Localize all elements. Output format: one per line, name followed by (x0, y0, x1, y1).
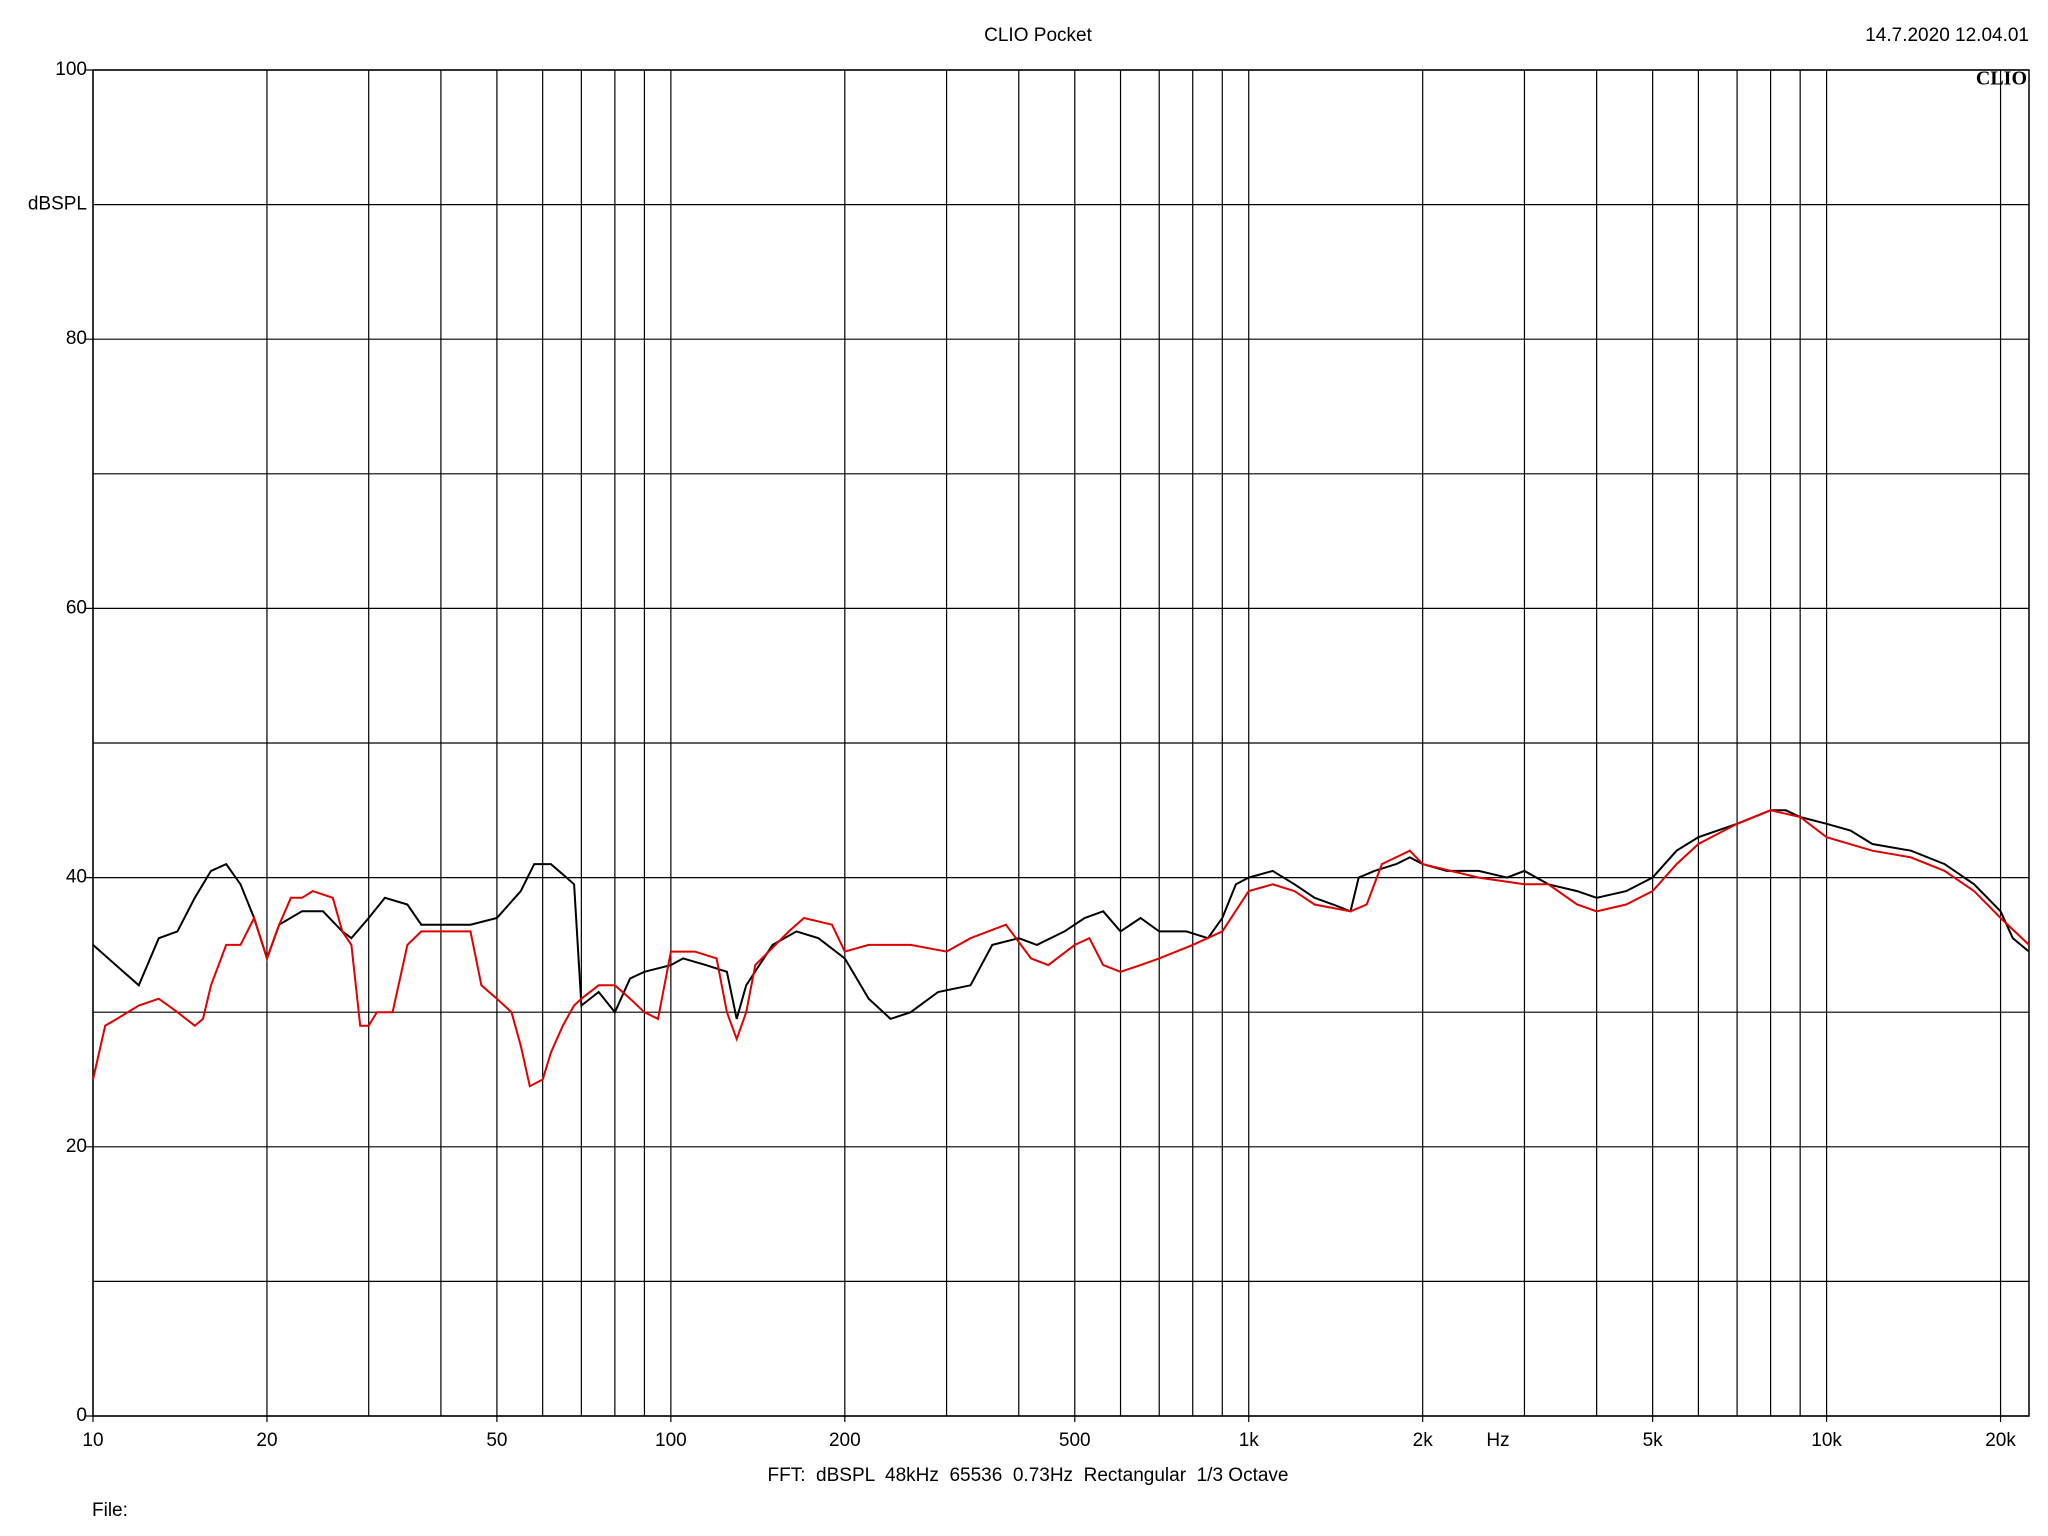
y-axis-label: dBSPL (28, 194, 87, 215)
x-tick-label: 2k (1413, 1430, 1434, 1451)
x-tick-label: 10k (1811, 1430, 1842, 1451)
y-tick-label: 80 (66, 328, 87, 349)
y-tick-label: 20 (66, 1136, 87, 1157)
x-tick-label: 200 (829, 1430, 861, 1451)
timestamp: 14.7.2020 12.04.01 (1865, 25, 2029, 46)
chart-title: CLIO Pocket (984, 25, 1092, 46)
plot-frame (92, 69, 2030, 1417)
y-tick-label: 40 (66, 867, 87, 888)
file-label: File: (92, 1500, 128, 1521)
x-tick-label: 1k (1239, 1430, 1260, 1451)
y-tick-label: 0 (76, 1405, 87, 1426)
x-tick-label: 50 (486, 1430, 507, 1451)
series-line (92, 809, 2030, 1088)
x-tick-label: 20 (256, 1430, 277, 1451)
x-tick-label: 10 (82, 1430, 103, 1451)
y-tick-label: 60 (66, 597, 87, 618)
x-tick-label: 100 (655, 1430, 687, 1451)
x-tick-label: 500 (1059, 1430, 1091, 1451)
x-tick-label: 5k (1643, 1430, 1664, 1451)
logo: CLIO (1976, 68, 2027, 90)
footer: FFT: dBSPL 48kHz 65536 0.73Hz Rectangula… (767, 1465, 1288, 1486)
x-axis-label: Hz (1486, 1430, 1509, 1451)
series-line (92, 809, 2030, 1021)
y-tick-label: 100 (55, 59, 87, 80)
x-tick-label: 20k (1985, 1430, 2016, 1451)
